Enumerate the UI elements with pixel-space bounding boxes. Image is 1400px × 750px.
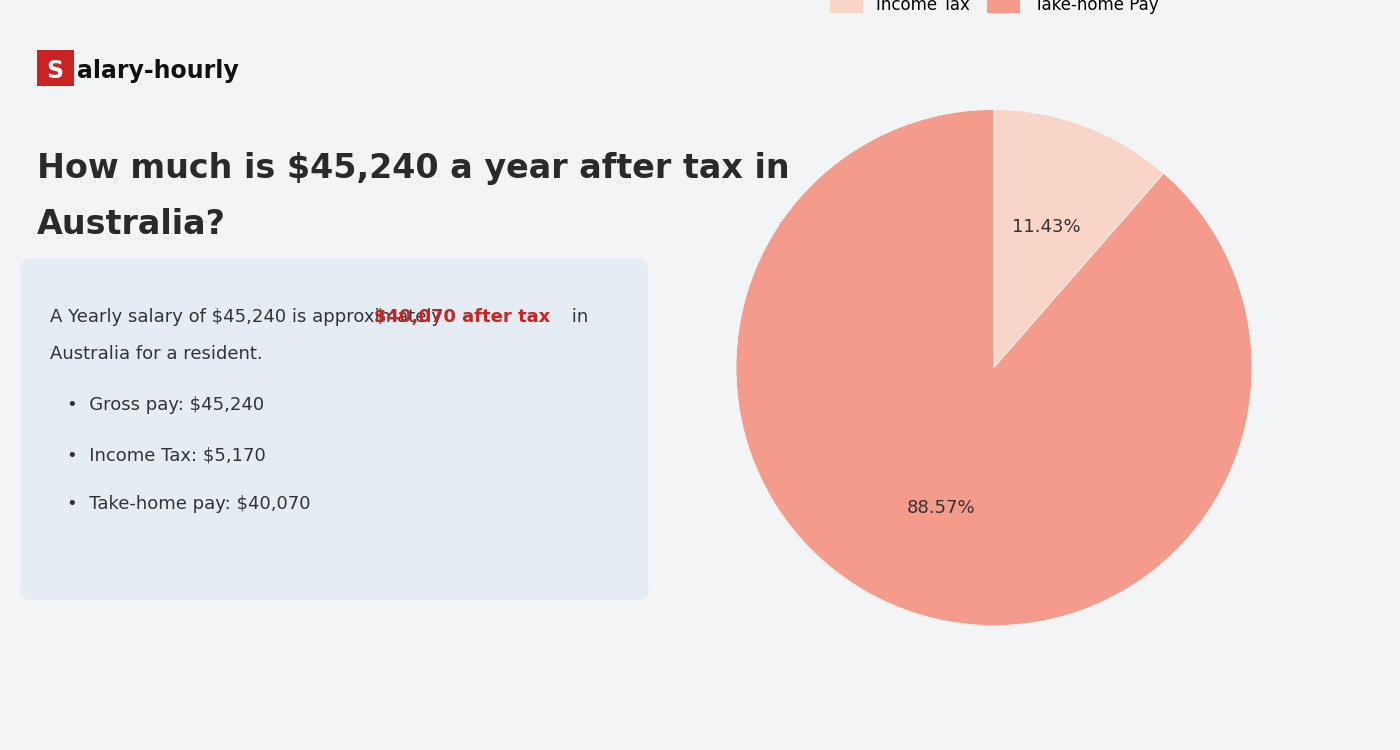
Text: Australia for a resident.: Australia for a resident. — [50, 345, 263, 363]
Wedge shape — [736, 110, 1252, 626]
Text: 11.43%: 11.43% — [1012, 218, 1081, 236]
Text: How much is $45,240 a year after tax in: How much is $45,240 a year after tax in — [36, 152, 790, 185]
FancyBboxPatch shape — [20, 259, 648, 600]
FancyBboxPatch shape — [36, 50, 74, 86]
Text: $40,070 after tax: $40,070 after tax — [374, 308, 550, 326]
Text: S: S — [46, 59, 63, 83]
Wedge shape — [994, 110, 1163, 368]
Legend: Income Tax, Take-home Pay: Income Tax, Take-home Pay — [823, 0, 1165, 20]
Text: in: in — [567, 308, 589, 326]
Text: 88.57%: 88.57% — [907, 499, 976, 517]
Text: •  Take-home pay: $40,070: • Take-home pay: $40,070 — [67, 495, 311, 513]
Text: alary-hourly: alary-hourly — [77, 59, 239, 83]
Text: •  Income Tax: $5,170: • Income Tax: $5,170 — [67, 446, 266, 464]
Text: Australia?: Australia? — [36, 209, 225, 242]
Text: A Yearly salary of $45,240 is approximately: A Yearly salary of $45,240 is approximat… — [50, 308, 448, 326]
Text: •  Gross pay: $45,240: • Gross pay: $45,240 — [67, 396, 265, 414]
